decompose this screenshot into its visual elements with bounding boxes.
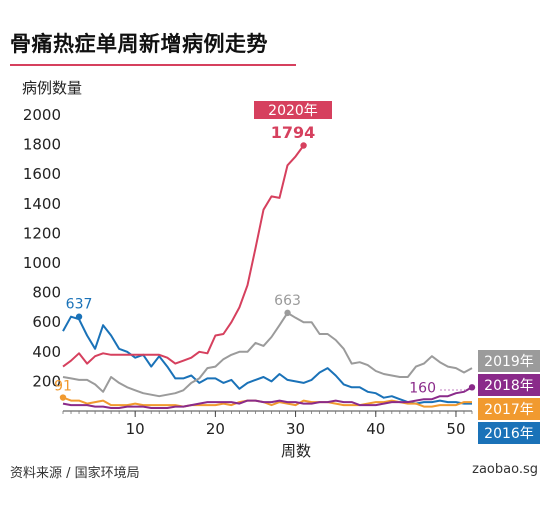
x-tick-label: 10	[126, 420, 145, 438]
y-tick-label: 1000	[23, 254, 61, 272]
legend-label-2019年: 2019年	[484, 354, 534, 370]
y-tick-label: 1200	[23, 224, 61, 242]
legend-box-2019年	[478, 350, 540, 372]
y-tick-label: 400	[32, 343, 61, 361]
x-tick-label: 20	[206, 420, 225, 438]
series-line-2019年	[62, 311, 473, 398]
peak-label-2019: 663	[274, 293, 301, 309]
peak-label-2017: 91	[54, 379, 72, 395]
brand-label: zaobao.sg	[472, 462, 538, 477]
x-tick-label: 30	[286, 420, 305, 438]
title-underline	[10, 64, 296, 66]
legend-box-2018年	[478, 374, 540, 396]
chart-title: 骨痛热症单周新增病例走势	[10, 32, 268, 56]
y-tick-label: 1600	[23, 165, 61, 183]
y-tick-label: 600	[32, 313, 61, 331]
legend-label-2018年: 2018年	[484, 378, 534, 394]
y-tick-label: 1400	[23, 195, 61, 213]
source-note: 资料来源 / 国家环境局	[10, 466, 140, 481]
legend-label-2017年: 2017年	[484, 402, 534, 418]
y-tick-label: 2000	[23, 106, 61, 124]
peak-marker-2019年	[284, 309, 291, 317]
tag-label-2020: 2020年	[268, 103, 318, 119]
x-tick-label: 40	[366, 420, 385, 438]
series-line-2020年	[62, 144, 305, 368]
y-tick-label: 1800	[23, 136, 61, 154]
legend-box-2017年	[478, 398, 540, 420]
y-tick-label: 200	[32, 372, 61, 390]
end-label-2018: 160	[409, 380, 436, 396]
y-axis-label: 病例数量	[22, 79, 82, 97]
x-tick-label: 50	[446, 420, 465, 438]
peak-marker-2020年	[300, 142, 307, 149]
peak-marker-2017年	[59, 394, 67, 401]
peak-label-2016: 637	[66, 297, 93, 313]
x-axis-label: 周数	[281, 442, 311, 460]
legend-label-2016年: 2016年	[484, 426, 534, 442]
series-line-2018年	[62, 386, 473, 409]
peak-label-2020: 1794	[271, 123, 316, 142]
y-tick-label: 800	[32, 284, 61, 302]
peak-marker-2018年	[468, 384, 476, 391]
tag-box-2020	[254, 101, 332, 119]
peak-marker-2016年	[75, 313, 83, 320]
legend-box-2016年	[478, 422, 540, 444]
